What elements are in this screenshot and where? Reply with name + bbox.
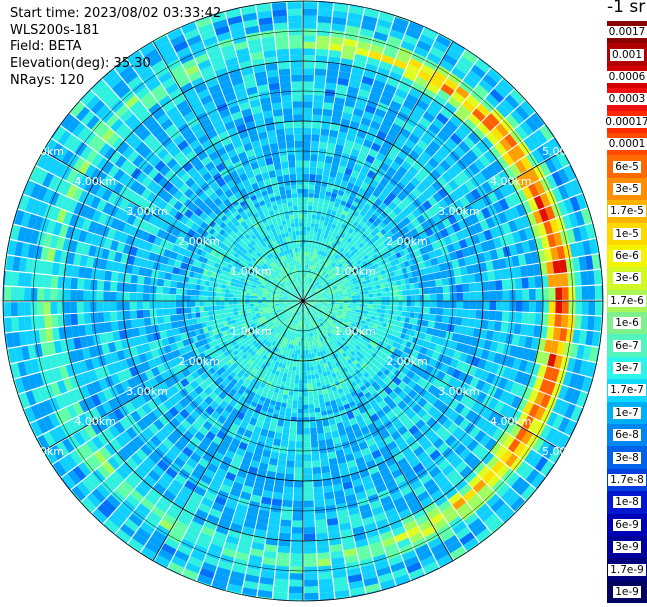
azimuth-spoke (302, 40, 454, 302)
azimuth-spoke (152, 300, 304, 562)
colorbar-label: 1.7e-6 (608, 294, 646, 307)
azimuth-spoke (302, 300, 564, 452)
colorbar-label: 0.001 (609, 48, 645, 61)
colorbar: 0.0017 0.001 0.0006 0.0003 0.00017 0.0001 6e-5… (603, 21, 647, 604)
colorbar-label: 6e-7 (613, 339, 641, 352)
elevation-label: Elevation(deg): 35.30 (10, 55, 151, 71)
colorbar-swatch: 1e-7 (607, 401, 647, 425)
range-ring-label: 4.00km (490, 415, 532, 428)
azimuth-spoke (152, 40, 304, 302)
azimuth-spoke (42, 150, 304, 302)
colorbar-swatch: 1.7e-6 (607, 289, 647, 313)
colorbar-label: 6e-5 (613, 160, 641, 173)
range-ring-label: 1.00km (334, 325, 376, 338)
colorbar-swatch: 0.0017 (606, 21, 647, 44)
range-ring-label: 3.00km (126, 205, 168, 218)
colorbar-swatch: 1.7e-9 (607, 558, 647, 581)
colorbar-label: 1e-8 (613, 496, 641, 509)
colorbar-label: 3e-5 (613, 182, 641, 195)
colorbar-label: 3e-6 (613, 272, 641, 285)
range-ring-label: 5.00km (22, 445, 64, 458)
range-ring-label: 4.00km (490, 175, 532, 188)
range-ring-label: 5.00km (22, 145, 64, 158)
colorbar-label: 3e-9 (613, 541, 641, 554)
colorbar-swatch: 3e-7 (607, 356, 647, 380)
colorbar-label: 1.7e-5 (608, 205, 646, 218)
nrays-label: NRays: 120 (10, 73, 85, 88)
range-ring-label: 2.00km (178, 355, 220, 368)
range-ring-label: 2.00km (386, 235, 428, 248)
colorbar-label: 6e-8 (613, 429, 641, 442)
start-time-label: Start time: 2023/08/02 03:33:42 (10, 6, 222, 21)
range-ring-label: 1.00km (230, 265, 272, 278)
range-labels: 1.00km 1.00km 1.00km 1.00km 2.00km 2.00km 2.00… (22, 145, 583, 458)
range-ring-label: 3.00km (126, 385, 168, 398)
range-ring-label: 2.00km (386, 355, 428, 368)
colorbar-label: 0.0001 (606, 138, 647, 151)
colorbar-swatch: 1.7e-7 (607, 379, 647, 402)
colorbar-swatch: 6e-6 (607, 244, 647, 268)
colorbar-swatch: 3e-8 (607, 446, 647, 469)
colorbar-label: 1.7e-7 (608, 384, 646, 397)
range-ring-label: 5.00km (542, 145, 584, 158)
colorbar-label: 0.00017 (603, 115, 647, 128)
colorbar-swatch: 3e-5 (607, 177, 647, 201)
range-ring-label: 2.00km (178, 235, 220, 248)
colorbar-swatch: 1.7e-8 (607, 468, 647, 492)
azimuth-spoke (42, 300, 304, 452)
colorbar-swatch: 3e-9 (607, 535, 647, 559)
colorbar-label: 0.0003 (606, 93, 647, 106)
colorbar-swatch: 1e-5 (607, 222, 647, 245)
colorbar-swatch: 1e-8 (607, 491, 647, 514)
range-ring-label: 5.00km (542, 445, 584, 458)
colorbar-label: 3e-7 (613, 362, 641, 375)
colorbar-label: 1e-5 (613, 227, 641, 240)
colorbar-swatch: 6e-5 (607, 155, 647, 178)
colorbar-label: 1.7e-8 (608, 474, 646, 486)
colorbar-label: 1e-6 (613, 317, 641, 330)
colorbar-label: 1e-7 (613, 406, 641, 419)
colorbar-label: 6e-6 (613, 250, 641, 263)
device-label: WLS200s-181 (10, 22, 100, 38)
colorbar-swatch: 0.001 (607, 43, 647, 66)
colorbar-swatch: 3e-6 (607, 267, 647, 290)
colorbar-label: 0.0017 (606, 26, 647, 39)
range-ring-label: 4.00km (74, 175, 116, 188)
colorbar-swatch: 1.7e-5 (607, 200, 647, 223)
colorbar-label: 6e-9 (613, 518, 641, 531)
range-ring-label: 3.00km (438, 205, 480, 218)
azimuth-spoke (302, 150, 564, 302)
colorbar-title: -1 sr (607, 0, 646, 17)
range-ring-label: 1.00km (334, 265, 376, 278)
range-ring-label: 3.00km (438, 385, 480, 398)
colorbar-swatch: 0.0001 (606, 132, 647, 156)
field-label: Field: BETA (10, 39, 82, 54)
colorbar-label: 1.7e-9 (608, 563, 646, 576)
colorbar-swatch: 1e-9 (607, 580, 647, 604)
colorbar-swatch: 6e-9 (607, 513, 647, 536)
scan-info: Start time: 2023/08/02 03:33:42 WLS200s-… (10, 6, 221, 90)
colorbar-label: 1e-9 (613, 585, 641, 598)
colorbar-swatch: 6e-7 (607, 334, 647, 357)
colorbar-swatch: 0.0003 (606, 88, 647, 111)
colorbar-swatch: 0.0006 (606, 65, 647, 89)
colorbar-label: 3e-8 (613, 451, 641, 464)
colorbar-swatch: 1e-6 (607, 312, 647, 335)
colorbar-label: 0.0006 (606, 70, 647, 83)
colorbar-swatch: 6e-8 (607, 424, 647, 447)
range-ring-label: 4.00km (74, 415, 116, 428)
range-ring-label: 1.00km (230, 325, 272, 338)
beta-field (3, 1, 603, 601)
azimuth-spoke (302, 300, 454, 562)
colorbar-swatch: 0.00017 (603, 110, 647, 133)
polar-grid (2, 0, 604, 602)
